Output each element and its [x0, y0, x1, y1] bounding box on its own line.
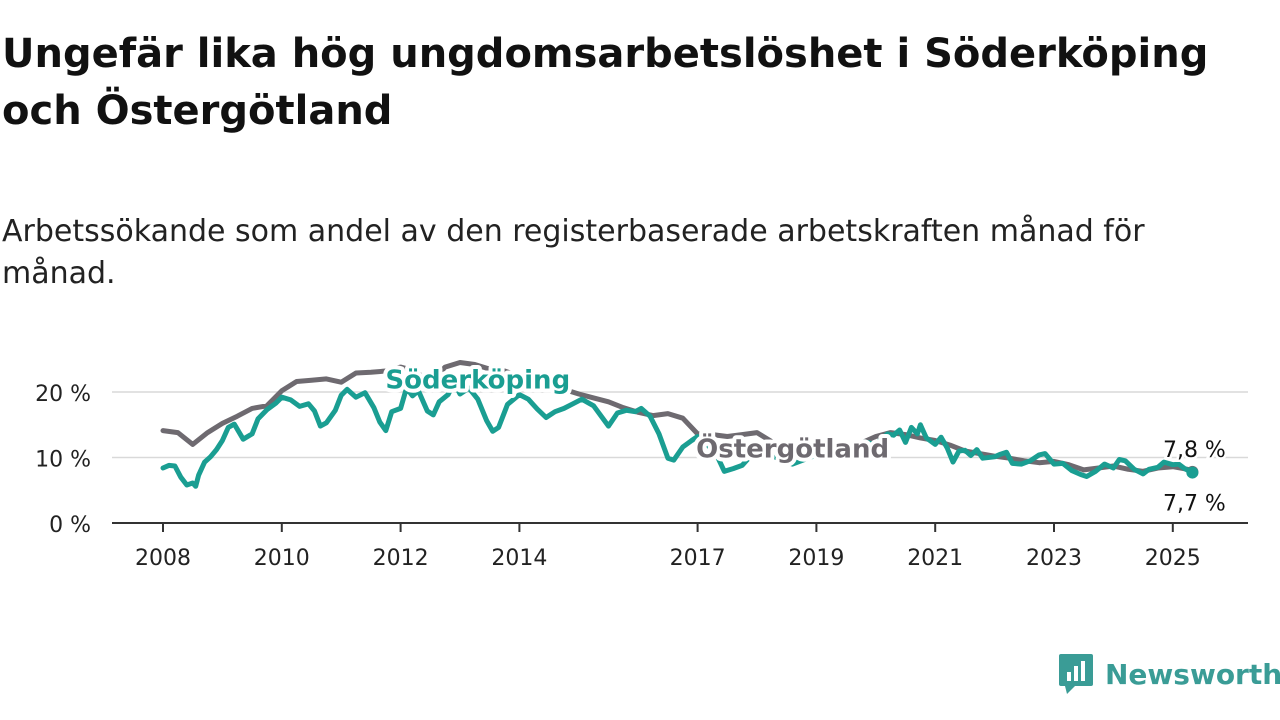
end-value-label: 7,8 % [1163, 438, 1226, 463]
y-tick-label: 0 % [49, 513, 91, 538]
x-tick-label: 2021 [907, 546, 963, 571]
x-tick-label: 2019 [788, 546, 844, 571]
series-line-s-derk-ping [160, 379, 1195, 489]
line-chart: 0 % 10 % 20 % 2008 2010 2012 2014 2017 2019 2021 2… [35, 360, 1248, 571]
series-label: Östergötland [696, 432, 889, 465]
x-tick-label: 2014 [491, 546, 547, 571]
x-tick-label: 2010 [254, 546, 310, 571]
chart-title: Ungefär lika hög ungdomsarbetslöshet i S… [2, 31, 1209, 134]
newsworthy-logo-icon [1059, 654, 1093, 694]
end-value-label: 7,7 % [1163, 492, 1226, 517]
x-tick-label: 2008 [135, 546, 191, 571]
series-end-point [1186, 466, 1199, 479]
x-tick-label: 2023 [1026, 546, 1082, 571]
y-tick-label: 10 % [35, 448, 91, 473]
brand-name: Newsworthy [1105, 657, 1280, 691]
series-label: Söderköping [385, 366, 570, 396]
newsworthy-brand: Newsworthy [1059, 654, 1280, 694]
x-tick-label: 2017 [670, 546, 726, 571]
chart-subtitle: Arbetssökande som andel av den registerb… [2, 214, 1145, 291]
y-tick-label: 20 % [35, 382, 91, 407]
x-tick-label: 2012 [373, 546, 429, 571]
x-tick-label: 2025 [1145, 546, 1201, 571]
